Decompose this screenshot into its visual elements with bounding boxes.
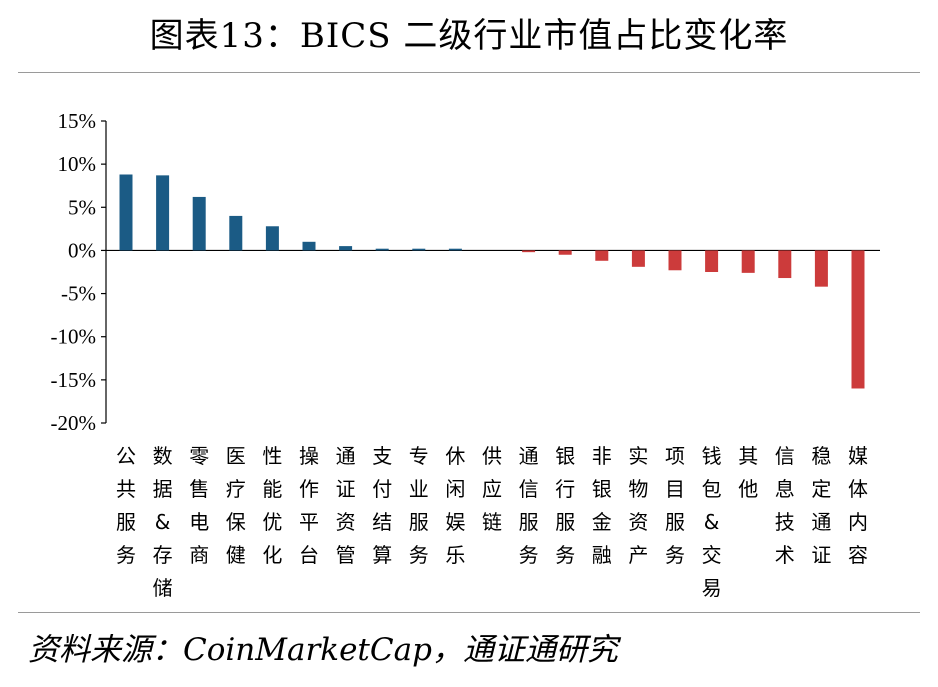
bar — [851, 250, 865, 389]
y-tick-label: 10% — [58, 152, 97, 176]
bar — [156, 175, 170, 251]
x-category-label: 通信服务 — [519, 444, 539, 567]
bar — [265, 226, 279, 251]
x-category-label: 医疗保健 — [226, 444, 246, 567]
x-category-label: 数据&存储 — [153, 444, 173, 600]
bar — [595, 250, 609, 261]
title-divider — [18, 72, 920, 73]
x-category-label: 性能优化 — [262, 444, 282, 567]
x-category-label: 媒体内容 — [848, 444, 868, 567]
y-tick-label: -10% — [51, 325, 97, 349]
x-category-label: 供应链 — [482, 444, 502, 534]
bar — [375, 248, 389, 251]
x-category-label: 专业服务 — [409, 444, 429, 567]
x-category-label: 实物资产 — [628, 444, 648, 567]
y-tick-label: -5% — [61, 282, 96, 306]
chart-title: 图表13：BICS 二级行业市值占比变化率 — [149, 16, 789, 56]
bar — [412, 248, 426, 251]
bar — [778, 250, 792, 279]
y-tick-label: 0% — [68, 238, 96, 262]
bar — [192, 196, 206, 251]
x-category-label: 零售电商 — [189, 444, 209, 567]
y-tick-label: -15% — [51, 368, 97, 392]
x-category-label: 公共服务 — [116, 444, 136, 567]
y-tick-label: -20% — [51, 411, 97, 435]
source-note: 资料来源：CoinMarketCap，通证通研究 — [28, 632, 618, 668]
bar — [668, 250, 682, 271]
x-category-label: 银行服务 — [555, 444, 575, 567]
bar — [558, 250, 572, 255]
bar — [631, 250, 645, 267]
x-category-label: 休闲娱乐 — [445, 444, 465, 567]
x-category-label: 操作平台 — [299, 444, 319, 567]
x-category-label: 其他 — [738, 444, 758, 501]
bar — [705, 250, 719, 272]
bar — [119, 174, 133, 251]
bar — [339, 246, 353, 251]
bar — [448, 248, 462, 251]
bar — [522, 250, 536, 253]
x-category-label: 通证资管 — [336, 444, 356, 567]
x-category-label: 项目服务 — [665, 444, 685, 567]
bar — [302, 241, 316, 251]
bar — [229, 215, 243, 251]
x-category-label: 钱包&交易 — [702, 444, 722, 600]
y-tick-label: 5% — [68, 195, 96, 219]
x-category-label: 稳定通证 — [811, 444, 831, 567]
x-category-label: 信息技术 — [775, 444, 795, 567]
x-category-label: 支付结算 — [372, 444, 392, 567]
source-divider — [18, 612, 920, 613]
y-tick-label: 15% — [58, 109, 97, 133]
x-category-label: 非银金融 — [592, 444, 612, 567]
bar — [741, 250, 755, 273]
bar — [814, 250, 828, 287]
